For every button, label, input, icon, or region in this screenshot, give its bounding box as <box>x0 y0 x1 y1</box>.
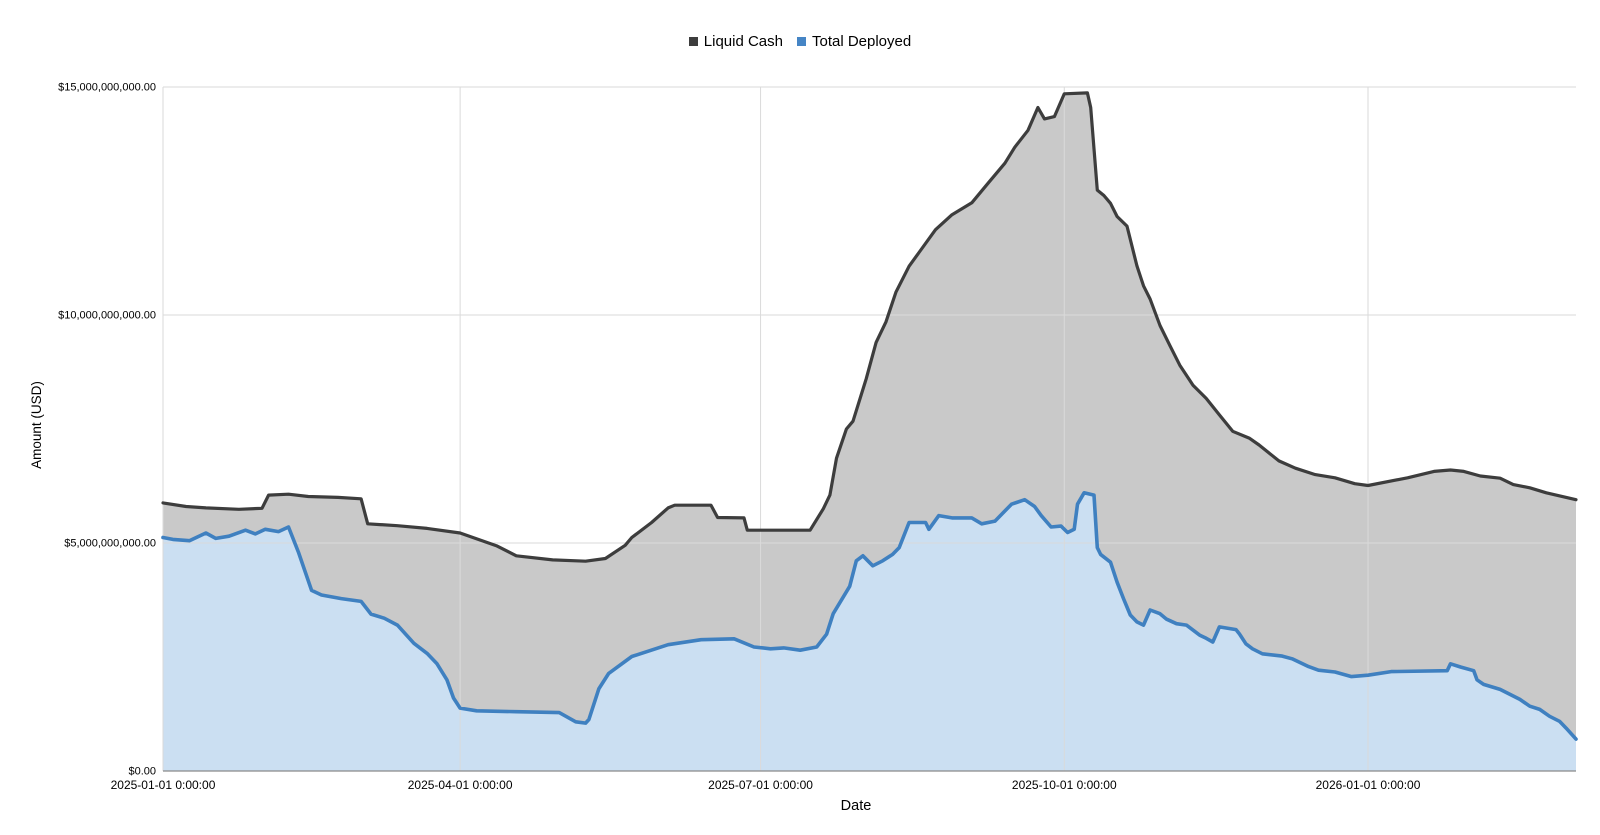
y-axis-title: Amount (USD) <box>29 381 44 469</box>
liquid-cash-swatch-icon <box>688 37 698 46</box>
y-tick-label: $15,000,000,000.00 <box>58 82 156 94</box>
x-tick-label: 2025-01-01 0:00:00 <box>111 778 216 792</box>
series-line-liquid-cash <box>161 91 1578 563</box>
legend: Liquid Cash Total Deployed <box>0 33 1600 50</box>
y-tick-label: $10,000,000,000.00 <box>58 310 156 322</box>
x-tick-label: 2025-04-01 0:00:00 <box>408 778 513 792</box>
x-tick-label: 2025-10-01 0:00:00 <box>1012 778 1117 792</box>
series-area-liquid-cash <box>163 92 1576 771</box>
x-tick-label: 2025-07-01 0:00:00 <box>708 778 813 792</box>
series-line-total-deployed <box>161 490 1578 741</box>
y-tick-label: $0.00 <box>128 766 156 778</box>
series-area-total-deployed <box>163 492 1576 771</box>
legend-label-total-deployed: Total Deployed <box>811 33 912 50</box>
y-tick-label: $5,000,000,000.00 <box>64 538 156 550</box>
x-tick-label: 2026-01-01 0:00:00 <box>1316 778 1421 792</box>
legend-item-liquid-cash: Liquid Cash <box>688 33 783 50</box>
x-axis-title: Date <box>841 798 872 814</box>
legend-item-total-deployed: Total Deployed <box>796 33 912 50</box>
legend-label-liquid-cash: Liquid Cash <box>703 33 783 50</box>
total-deployed-swatch-icon <box>796 37 806 46</box>
